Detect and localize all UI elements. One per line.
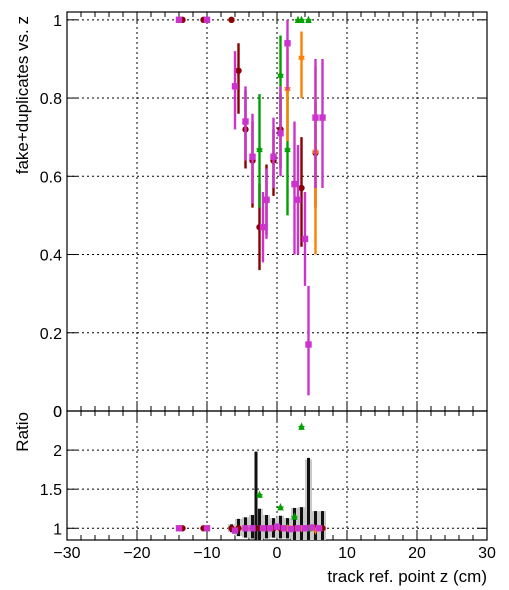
data-point <box>316 525 322 531</box>
data-point <box>284 40 290 46</box>
x-tick-label: −30 <box>53 545 80 562</box>
y-tick-label: 0.6 <box>40 169 62 186</box>
data-point <box>291 181 297 187</box>
x-axis-label: track ref. point z (cm) <box>327 567 487 586</box>
data-point <box>312 114 318 120</box>
x-tick-label: 10 <box>338 545 356 562</box>
data-point <box>235 67 241 73</box>
data-point <box>288 526 294 532</box>
data-point <box>263 197 269 203</box>
data-point <box>270 154 276 160</box>
plot-frame <box>67 12 487 411</box>
ratio-plot-panel: 11.520−30 −20 −10 0 10 20 30 <box>40 404 496 562</box>
y-tick-label: 2 <box>53 443 62 460</box>
data-point <box>309 524 315 530</box>
data-point <box>176 525 182 531</box>
y-tick-label: 1 <box>53 13 62 30</box>
main-plot-panel: 0 0.2 0.4 0.6 0.8 1 <box>40 12 487 421</box>
data-point <box>232 527 238 533</box>
data-point <box>267 525 273 531</box>
data-point <box>274 524 280 530</box>
data-point <box>319 114 325 120</box>
y-tick-label: 1 <box>53 521 62 538</box>
y-tick-label: 0.2 <box>40 326 62 343</box>
data-point <box>232 83 238 89</box>
data-point <box>228 17 234 23</box>
data-point <box>305 341 311 347</box>
data-point <box>260 224 266 230</box>
data-point <box>302 236 308 242</box>
x-tick-label: 20 <box>408 545 426 562</box>
x-tick-label: 30 <box>478 545 496 562</box>
data-point <box>281 525 287 531</box>
main-y-axis-label: fake+duplicates vs. z <box>13 16 32 174</box>
x-tick-label: −20 <box>123 545 150 562</box>
data-point <box>295 197 301 203</box>
data-point <box>204 525 210 531</box>
data-point <box>242 525 248 531</box>
data-point <box>204 17 210 23</box>
x-tick-label: −10 <box>193 545 220 562</box>
ratio-y-axis-label: Ratio <box>13 412 32 452</box>
y-tick-label: 0.8 <box>40 91 62 108</box>
y-tick-label: 1.5 <box>40 482 62 499</box>
data-point <box>260 525 266 531</box>
data-point <box>249 154 255 160</box>
data-point <box>295 525 301 531</box>
data-point <box>242 118 248 124</box>
data-point <box>277 130 283 136</box>
data-point <box>249 525 255 531</box>
y-tick-label: 0 <box>53 404 62 421</box>
x-tick-label: 0 <box>273 545 282 562</box>
y-tick-label: 0.4 <box>40 248 62 265</box>
data-point <box>298 185 304 191</box>
data-point <box>302 525 308 531</box>
data-point <box>176 17 182 23</box>
